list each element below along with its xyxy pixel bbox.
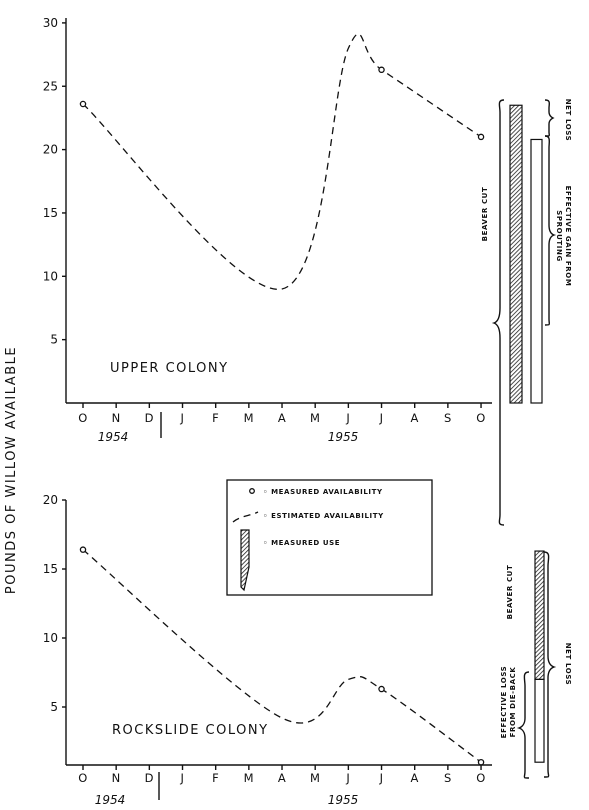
y-axis-label: POUNDS OF WILLOW AVAILABLE bbox=[4, 346, 19, 594]
legend-box bbox=[226, 479, 433, 596]
x-tick-label: J bbox=[180, 771, 185, 785]
x-tick-label: M bbox=[244, 771, 254, 785]
y-tick-label: 20 bbox=[43, 143, 58, 157]
x-tick-label: N bbox=[112, 411, 121, 425]
measured-point bbox=[79, 546, 87, 553]
x-tick-label: J bbox=[345, 771, 350, 785]
x-tick-label: O bbox=[78, 411, 88, 425]
upper-brace-beaver-cut bbox=[491, 99, 505, 526]
y-tick-label: 25 bbox=[43, 79, 58, 93]
rockslide-beaver-cut-bar bbox=[534, 550, 545, 680]
upper-colony-title: UPPER COLONY bbox=[110, 361, 229, 376]
rockslide-year-1955: 1955 bbox=[328, 793, 359, 807]
rockslide-brace-effective-loss bbox=[516, 671, 530, 779]
x-tick-label: J bbox=[379, 411, 384, 425]
x-tick-label: O bbox=[78, 771, 88, 785]
legend-estimated-marker bbox=[232, 511, 259, 523]
x-tick-label: F bbox=[212, 411, 219, 425]
measured-point bbox=[79, 100, 87, 108]
upper-label-beaver-cut: BEAVER CUT bbox=[481, 187, 489, 242]
y-tick-label: 15 bbox=[43, 562, 58, 576]
y-tick-label: 30 bbox=[43, 16, 58, 30]
x-tick-label: D bbox=[145, 771, 154, 785]
upper-label-effective-gain: EFFECTIVE GAIN FROMSPROUTING bbox=[555, 186, 572, 287]
rockslide-estimated-curve bbox=[82, 549, 482, 763]
y-tick-label: 10 bbox=[43, 269, 58, 283]
x-tick-label: A bbox=[278, 411, 286, 425]
measured-point bbox=[477, 758, 485, 766]
label-line: FROM DIE-BACK bbox=[509, 667, 517, 738]
x-tick-label: O bbox=[476, 771, 486, 785]
rockslide-brace-net-loss bbox=[543, 551, 557, 778]
rockslide-effective-loss-bar bbox=[534, 678, 545, 763]
x-tick-label: M bbox=[244, 411, 254, 425]
x-tick-label: M bbox=[310, 411, 320, 425]
y-tick-label: 15 bbox=[43, 206, 58, 220]
upper-year-1954: 1954 bbox=[98, 430, 129, 444]
x-tick-label: F bbox=[212, 771, 219, 785]
upper-colony-chart: 5 10 15 20 25 30 O N D J F M A M J J A S O 1954 1955 UPPE… bbox=[43, 16, 572, 526]
x-tick-label: N bbox=[112, 771, 121, 785]
y-tick-label: 5 bbox=[50, 700, 58, 714]
x-tick-label: A bbox=[411, 771, 419, 785]
rockslide-label-effective-loss: EFFECTIVE LOSSFROM DIE-BACK bbox=[500, 666, 517, 739]
upper-measured-points bbox=[79, 66, 485, 141]
rockslide-y-ticks: 5 10 15 20 bbox=[43, 493, 66, 714]
x-tick-label: A bbox=[278, 771, 286, 785]
x-tick-label: S bbox=[444, 771, 452, 785]
rockslide-colony-chart: 5 10 15 20 O N D J F M A M J J A S O 1954 1955 ROCKSLID… bbox=[43, 493, 572, 807]
upper-effective-gain-bar bbox=[530, 138, 543, 404]
upper-beaver-cut-bar bbox=[509, 104, 523, 404]
upper-label-net-loss: NET LOSS bbox=[564, 99, 572, 142]
label-line: EFFECTIVE LOSS bbox=[500, 666, 508, 739]
label-line: EFFECTIVE GAIN FROM bbox=[564, 186, 572, 287]
x-tick-label: O bbox=[476, 411, 486, 425]
rockslide-year-1954: 1954 bbox=[95, 793, 126, 807]
upper-y-ticks: 5 10 15 20 25 30 bbox=[43, 16, 66, 347]
x-tick-label: J bbox=[345, 411, 350, 425]
rockslide-label-beaver-cut: BEAVER CUT bbox=[506, 565, 514, 620]
y-tick-label: 5 bbox=[50, 333, 58, 347]
legend: ◦ MEASURED AVAILABILITY ◦ ESTIMATED AVAI… bbox=[226, 479, 433, 596]
x-tick-label: S bbox=[444, 411, 452, 425]
x-tick-label: D bbox=[145, 411, 154, 425]
x-tick-label: M bbox=[310, 771, 320, 785]
measured-point bbox=[477, 133, 485, 141]
upper-brace-effective-gain bbox=[544, 135, 557, 326]
rockslide-label-net-loss: NET LOSS bbox=[564, 643, 572, 686]
label-line: SPROUTING bbox=[555, 210, 563, 262]
legend-use-marker bbox=[240, 529, 250, 592]
upper-year-1955: 1955 bbox=[328, 430, 359, 444]
legend-estimated-label: ◦ ESTIMATED AVAILABILITY bbox=[263, 512, 384, 520]
x-tick-label: A bbox=[411, 411, 419, 425]
y-tick-label: 20 bbox=[43, 493, 58, 507]
rockslide-colony-title: ROCKSLIDE COLONY bbox=[112, 723, 269, 738]
measured-point bbox=[378, 66, 385, 74]
legend-use-label: ◦ MEASURED USE bbox=[263, 539, 340, 547]
measured-point bbox=[378, 685, 385, 693]
x-tick-label: J bbox=[180, 411, 185, 425]
upper-estimated-curve bbox=[82, 33, 482, 290]
y-tick-label: 10 bbox=[43, 631, 58, 645]
rockslide-measured-points bbox=[79, 546, 485, 766]
x-tick-label: J bbox=[379, 771, 384, 785]
legend-measured-label: ◦ MEASURED AVAILABILITY bbox=[263, 488, 383, 496]
legend-measured-marker bbox=[249, 488, 255, 494]
upper-brace-net-loss bbox=[544, 99, 555, 137]
